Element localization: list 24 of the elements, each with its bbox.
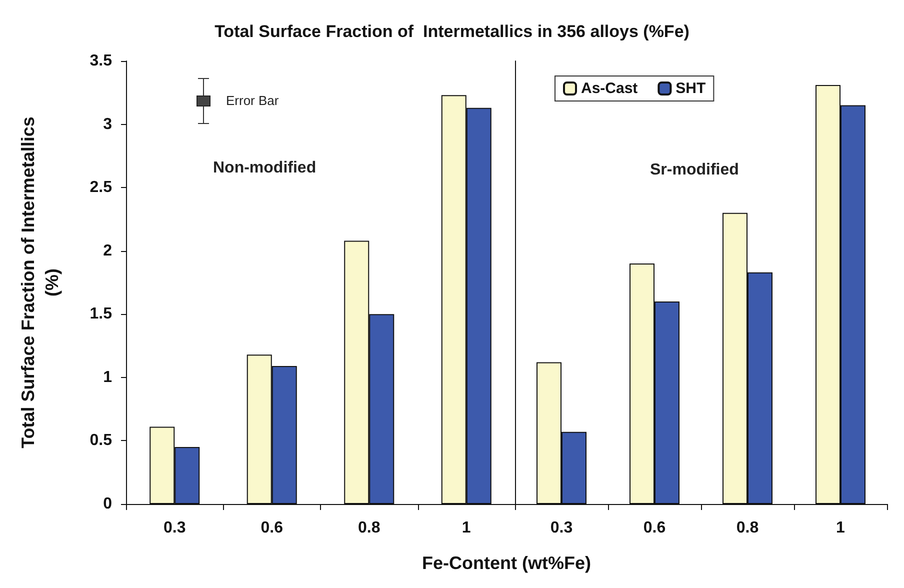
x-tick-label: 0.8 <box>736 520 759 536</box>
chart-title: Total Surface Fraction of Intermetallics in 356 alloys (%Fe) <box>214 22 690 41</box>
y-tick-label: 3 <box>103 116 112 133</box>
y-axis-title: Total Surface Fraction of Intermetallics (%) <box>18 116 62 448</box>
x-tick-label: 1 <box>462 520 471 536</box>
legend-label: As-Cast <box>581 80 638 97</box>
y-tick-label: 2 <box>103 242 112 260</box>
x-tick-label: 0.6 <box>260 520 284 536</box>
annotation: Error Bar <box>226 93 280 108</box>
y-tick-label: 1 <box>103 368 112 386</box>
y-tick-label: 0 <box>103 496 112 512</box>
x-tick-label: 0.3 <box>550 520 573 536</box>
x-tick-label: 0.6 <box>643 520 666 536</box>
y-tick-label: 1.5 <box>90 306 112 323</box>
annotation: Non-modified <box>213 160 316 176</box>
y-tick-label: 2.5 <box>90 179 112 196</box>
x-axis-title: Fe-Content (wt%Fe) <box>422 553 591 573</box>
legend-label: SHT <box>676 80 706 97</box>
x-tick-label: 0.8 <box>358 520 380 536</box>
y-tick-label: 0.5 <box>90 432 112 450</box>
annotation: Sr-modified <box>650 162 739 178</box>
x-tick-label: 1 <box>836 520 846 536</box>
y-tick-label: 3.5 <box>90 52 112 70</box>
x-tick-label: 0.3 <box>164 520 186 536</box>
